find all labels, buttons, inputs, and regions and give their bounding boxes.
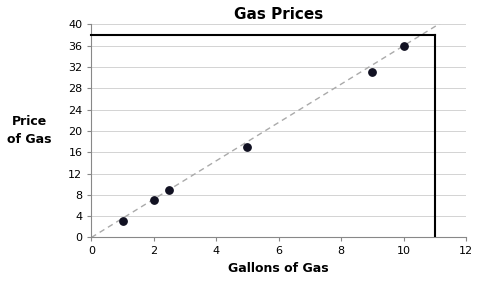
Y-axis label: Price
of Gas: Price of Gas <box>7 116 51 146</box>
Point <box>244 145 252 149</box>
Point <box>400 43 408 48</box>
Point <box>369 70 376 75</box>
X-axis label: Gallons of Gas: Gallons of Gas <box>228 262 329 275</box>
Point <box>150 198 157 202</box>
Point <box>119 219 126 224</box>
Point <box>166 187 173 192</box>
Title: Gas Prices: Gas Prices <box>234 7 324 22</box>
